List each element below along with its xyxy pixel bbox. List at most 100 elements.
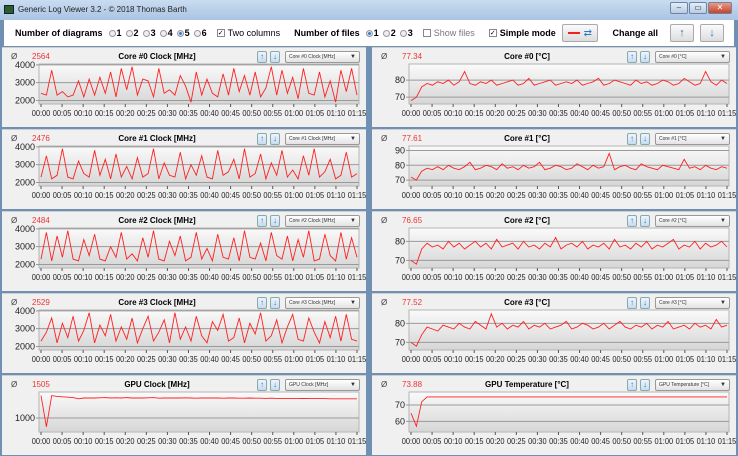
sensor-select[interactable]: Core #3 [°C] ▼	[655, 297, 730, 309]
diagrams-radio-3[interactable]	[142, 29, 150, 37]
diagrams-radio-5[interactable]	[176, 29, 184, 37]
change-all-up-button[interactable]: ↑	[670, 24, 694, 42]
sensor-select[interactable]: Core #3 Clock [MHz] ▼	[285, 297, 360, 309]
show-files-checkbox[interactable]	[422, 29, 431, 37]
y-tick-label: 3000	[15, 242, 35, 252]
sensor-select[interactable]: Core #1 [°C] ▼	[655, 133, 730, 145]
app-icon	[4, 5, 14, 14]
sensor-select[interactable]: GPU Clock [MHz] ▼	[285, 379, 360, 391]
diagrams-radio-6[interactable]	[193, 29, 201, 37]
swap-icon: ⇄	[583, 27, 592, 39]
move-up-button[interactable]: ↑	[257, 215, 267, 227]
move-up-button[interactable]: ↑	[627, 215, 637, 227]
sensor-select[interactable]: Core #1 Clock [MHz] ▼	[285, 133, 360, 145]
diagrams-option-label: 4	[167, 28, 173, 38]
move-down-button[interactable]: ↓	[640, 215, 650, 227]
move-up-button[interactable]: ↑	[627, 133, 637, 145]
diagrams-radio-4[interactable]	[159, 29, 167, 37]
move-up-button[interactable]: ↑	[257, 51, 267, 63]
move-up-button[interactable]: ↑	[627, 379, 637, 391]
sensor-select[interactable]: Core #0 [°C] ▼	[655, 51, 730, 63]
average-symbol: Ø	[11, 216, 18, 225]
chart-title: Core #0 Clock [MHz]	[118, 52, 196, 61]
move-down-button[interactable]: ↓	[640, 133, 650, 145]
x-tick-label: 01:05	[306, 273, 325, 282]
chart-panel: Ø 76.65 Core #2 [°C] ↑ ↓ Core #2 [°C] ▼ 70 80 00:…	[372, 211, 736, 291]
x-tick-label: 00:50	[242, 437, 261, 446]
chart-title: Core #0 [°C]	[504, 52, 550, 61]
chart-panel: Ø 2564 Core #0 Clock [MHz] ↑ ↓ Core #0 Clock …	[2, 47, 366, 127]
y-tick-label: 3000	[15, 324, 35, 334]
arrow-down-icon: ↓	[709, 27, 715, 39]
files-option-label: 2	[390, 28, 396, 38]
x-tick-label: 01:15	[718, 273, 736, 282]
x-tick-label: 00:55	[263, 191, 282, 200]
x-tick-label: 00:40	[200, 191, 219, 200]
chevron-down-icon: ▼	[350, 54, 356, 60]
move-down-button[interactable]: ↓	[270, 51, 280, 63]
move-down-button[interactable]: ↓	[270, 215, 280, 227]
sensor-select[interactable]: Core #2 Clock [MHz] ▼	[285, 215, 360, 227]
move-down-button[interactable]: ↓	[270, 297, 280, 309]
x-tick-label: 00:10	[74, 355, 93, 364]
change-all-down-button[interactable]: ↓	[700, 24, 724, 42]
files-radio-3[interactable]	[399, 29, 407, 37]
close-button[interactable]: ✕	[708, 2, 732, 14]
x-tick-label: 00:35	[549, 355, 568, 364]
x-tick-label: 00:00	[32, 109, 51, 118]
sensor-select[interactable]: Core #0 Clock [MHz] ▼	[285, 51, 360, 63]
x-tick-label: 01:15	[718, 437, 736, 446]
chevron-down-icon: ▼	[720, 382, 726, 388]
chart-panel: Ø 77.61 Core #1 [°C] ↑ ↓ Core #1 [°C] ▼ 70 80 90 0…	[372, 129, 736, 209]
x-tick-label: 00:25	[137, 109, 156, 118]
x-tick-label: 00:45	[591, 437, 610, 446]
x-tick-label: 00:15	[465, 437, 484, 446]
series-line	[410, 312, 728, 347]
move-up-button[interactable]: ↑	[257, 379, 267, 391]
sensor-select[interactable]: Core #2 [°C] ▼	[655, 215, 730, 227]
diagrams-radio-1[interactable]	[108, 29, 116, 37]
line-style-swap-button[interactable]: ⇄	[561, 24, 598, 42]
x-tick-label: 00:35	[179, 437, 198, 446]
simple-mode-label: Simple mode	[499, 28, 556, 38]
x-tick-label: 00:25	[137, 355, 156, 364]
series-line	[410, 152, 728, 181]
simple-mode-checkbox[interactable]: ✓	[488, 29, 497, 37]
x-tick-label: 01:10	[697, 273, 716, 282]
x-tick-label: 00:45	[591, 109, 610, 118]
move-up-button[interactable]: ↑	[627, 51, 637, 63]
maximize-button[interactable]: ▭	[689, 2, 707, 14]
move-down-button[interactable]: ↓	[270, 133, 280, 145]
x-tick-label: 01:15	[718, 355, 736, 364]
x-tick-label: 00:10	[74, 273, 93, 282]
minimize-button[interactable]: –	[670, 2, 688, 14]
move-down-button[interactable]: ↓	[640, 379, 650, 391]
diagrams-radio-2[interactable]	[125, 29, 133, 37]
average-value: 2484	[32, 216, 50, 225]
average-value: 77.52	[402, 298, 423, 307]
x-tick-label: 00:45	[221, 355, 240, 364]
move-up-button[interactable]: ↑	[627, 297, 637, 309]
x-tick-label: 00:50	[612, 273, 631, 282]
files-radio-2[interactable]	[382, 29, 390, 37]
move-down-button[interactable]: ↓	[640, 51, 650, 63]
x-tick-label: 00:15	[465, 273, 484, 282]
files-radio-1[interactable]	[365, 29, 373, 37]
sensor-select[interactable]: GPU Temperature [°C] ▼	[655, 379, 730, 391]
y-tick-label: 70	[395, 175, 405, 185]
y-tick-label: 70	[395, 400, 405, 410]
x-tick-label: 00:35	[179, 109, 198, 118]
move-up-button[interactable]: ↑	[257, 133, 267, 145]
move-up-button[interactable]: ↑	[257, 297, 267, 309]
x-tick-label: 00:15	[465, 191, 484, 200]
two-columns-checkbox[interactable]: ✓	[216, 29, 225, 37]
x-tick-label: 00:05	[53, 191, 72, 200]
move-down-button[interactable]: ↓	[270, 379, 280, 391]
move-down-button[interactable]: ↓	[640, 297, 650, 309]
x-tick-label: 01:05	[306, 191, 325, 200]
x-tick-label: 01:15	[718, 191, 736, 200]
y-tick-label: 4000	[15, 142, 35, 152]
x-tick-label: 01:05	[676, 109, 695, 118]
chart-panel: Ø 73.88 GPU Temperature [°C] ↑ ↓ GPU Temperat…	[372, 375, 736, 455]
